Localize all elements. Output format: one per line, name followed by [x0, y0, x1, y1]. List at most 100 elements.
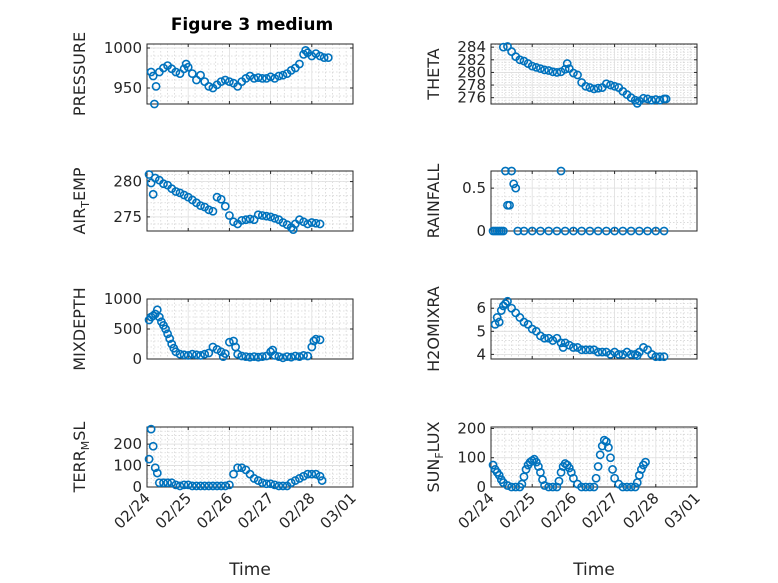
pressure-point	[220, 75, 230, 85]
terr-msl-point	[183, 480, 193, 490]
rainfall-point	[643, 226, 652, 236]
mixdepth-ytick-label: 0	[132, 350, 142, 368]
rainfall-point	[544, 226, 554, 236]
terr-msl-point	[224, 480, 234, 490]
sun-flux-point	[507, 482, 516, 492]
pressure-ylabel: PRESSURE	[70, 32, 89, 116]
theta-point	[647, 95, 657, 105]
rainfall-ytick-label: 0	[476, 222, 486, 240]
rainfall-point	[501, 166, 510, 176]
air-temp-point	[216, 194, 226, 204]
air-temp-point	[204, 205, 214, 215]
air-temp-ytick-label: 280	[113, 173, 142, 191]
theta-ytick-label: 280	[457, 63, 486, 81]
terr-msl-point	[229, 469, 238, 479]
air-temp-point	[148, 189, 158, 199]
pressure-point	[323, 53, 333, 62]
pressure-point	[171, 67, 181, 77]
terr-msl-point	[266, 479, 275, 489]
air-temp-point	[224, 211, 234, 220]
terr-msl-point	[154, 478, 164, 488]
terr-msl-point	[171, 480, 181, 490]
mixdepth-point	[274, 352, 284, 361]
mixdepth-point	[249, 352, 259, 361]
air-temp-point	[245, 214, 255, 224]
mixdepth-point	[216, 347, 226, 357]
theta-point	[601, 79, 611, 89]
sun-flux-point	[531, 457, 541, 467]
pressure-point	[196, 70, 205, 80]
h2omixra-ytick-label: 4	[476, 345, 486, 363]
terr-msl-point	[148, 441, 158, 451]
h2omixra-point	[577, 345, 587, 355]
sun-flux-point	[581, 482, 591, 492]
theta-point	[661, 94, 671, 104]
h2omixra-point	[585, 345, 595, 355]
pressure-point	[295, 59, 304, 69]
sun-flux-point	[608, 465, 617, 474]
h2omixra-point	[581, 345, 591, 355]
pressure-point	[224, 77, 234, 86]
terr-msl-ytick-label: 0	[132, 478, 142, 496]
rainfall-point	[593, 226, 603, 236]
sun-flux-point	[577, 482, 587, 492]
terr-msl-point	[257, 478, 267, 488]
air-temp-point	[159, 179, 168, 189]
h2omixra-ylabel: H2OMIXRA	[424, 286, 443, 372]
rainfall-point	[509, 179, 519, 189]
mixdepth-point	[257, 352, 267, 361]
mixdepth-axes: 0 500 1000 MIXDEPTH	[70, 287, 354, 371]
rainfall-point	[569, 226, 578, 236]
rainfall-point	[634, 226, 644, 236]
terr-msl-point	[278, 481, 288, 491]
pressure-point	[315, 51, 325, 61]
sun-flux-point	[606, 453, 615, 463]
sun-flux-xlabel: Time	[572, 560, 615, 580]
air-temp-point	[307, 218, 317, 227]
mixdepth-point	[237, 351, 247, 361]
mixdepth-point	[299, 350, 308, 360]
terr-msl-ylabel: TERRMSL	[70, 422, 92, 494]
sun-flux-point	[569, 473, 578, 483]
terr-msl-point	[303, 469, 313, 479]
mixdepth-point	[315, 335, 325, 345]
mixdepth-point	[311, 334, 321, 344]
air-temp-point	[196, 201, 205, 210]
rainfall-point	[651, 226, 661, 236]
pressure-frame	[146, 43, 354, 105]
theta-point	[639, 93, 648, 103]
theta-point	[536, 64, 545, 74]
terr-msl-point	[274, 481, 284, 491]
pressure-point	[249, 74, 259, 83]
theta-ylabel: THETA	[424, 48, 443, 100]
terr-msl-point	[179, 480, 189, 490]
sun-flux-point	[595, 450, 605, 460]
terr-msl-point	[317, 476, 327, 485]
rainfall-point	[505, 200, 514, 210]
pressure-point	[319, 53, 329, 62]
theta-point	[498, 42, 508, 52]
theta-point	[569, 68, 578, 78]
sun-flux-point	[604, 443, 613, 452]
theta-point	[560, 64, 570, 74]
mixdepth-point	[148, 311, 158, 321]
mixdepth-point	[268, 345, 278, 355]
air-temp-point	[266, 212, 275, 222]
rainfall-axes: 0 0.5 RAINFALL	[424, 164, 698, 240]
pressure-point	[204, 82, 214, 91]
sun-flux-point	[544, 482, 554, 492]
air-temp-frame	[146, 170, 354, 232]
sun-flux-point	[599, 435, 609, 445]
mixdepth-point	[220, 349, 230, 358]
terr-msl-point	[307, 469, 317, 479]
terr-msl-point	[159, 478, 168, 488]
theta-point	[655, 95, 665, 105]
mixdepth-point	[278, 353, 288, 363]
h2omixra-point	[614, 349, 624, 359]
theta-frame	[490, 43, 698, 105]
sun-flux-ylabel: SUNFLUX	[424, 421, 446, 492]
sun-flux-point	[503, 481, 512, 490]
air-temp-point	[262, 211, 271, 221]
terr-msl-point	[233, 463, 243, 473]
